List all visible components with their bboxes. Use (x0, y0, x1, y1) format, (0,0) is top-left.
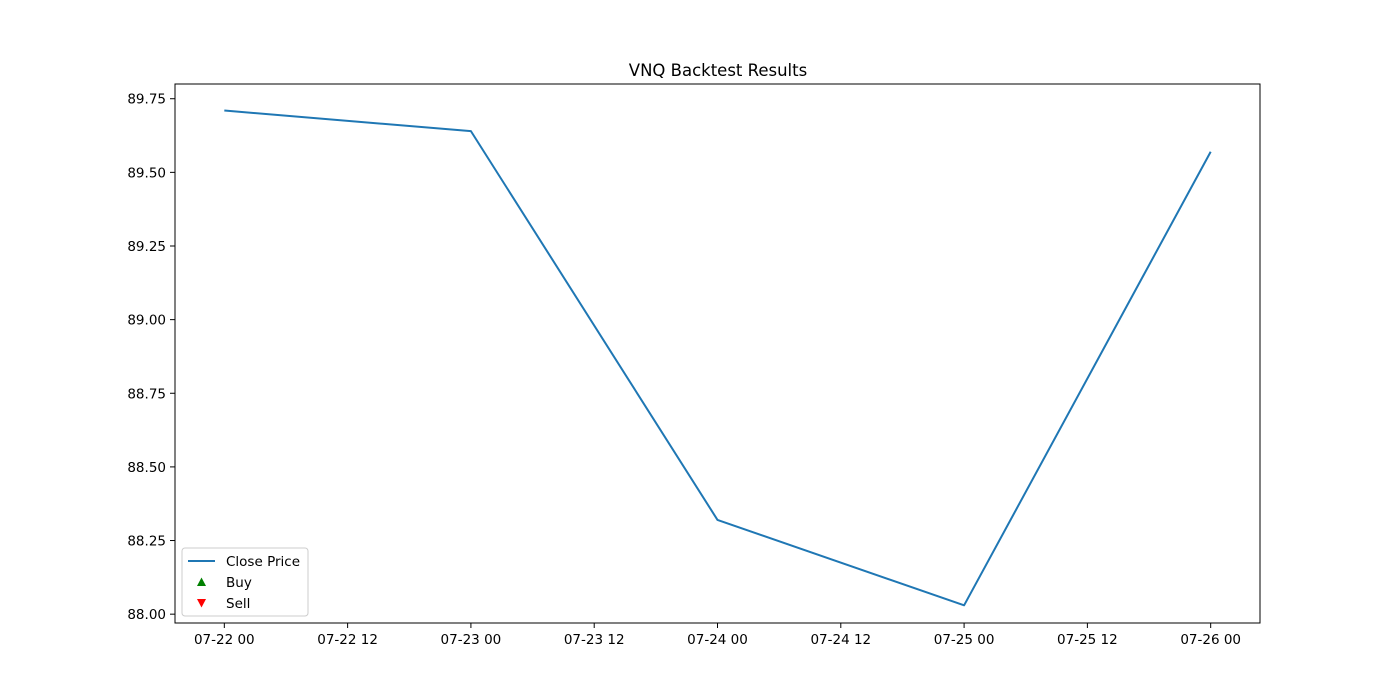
x-tick-label: 07-26 00 (1180, 632, 1241, 648)
x-tick-label: 07-25 00 (934, 632, 995, 648)
legend-label-buy: Buy (226, 575, 252, 591)
x-tick-label: 07-22 00 (194, 632, 255, 648)
series-layer (224, 109, 1212, 607)
y-tick-label: 89.50 (127, 165, 166, 181)
y-tick-label: 89.00 (127, 313, 166, 329)
x-tick-label: 07-24 00 (687, 632, 748, 648)
legend: Close Price Buy Sell (181, 547, 309, 617)
ticks-layer: 07-22 00 07-22 12 07-23 00 07-23 12 07-24 00… (127, 92, 1241, 648)
legend-swatch-sell (197, 599, 206, 608)
legend-box (181, 547, 309, 617)
x-tick-label: 07-25 12 (1057, 632, 1118, 648)
y-tick-label: 88.50 (127, 460, 166, 476)
x-tick-label: 07-23 12 (564, 632, 625, 648)
y-tick-label: 89.25 (127, 239, 166, 255)
x-tick-label: 07-22 12 (317, 632, 378, 648)
y-tick-label: 88.25 (127, 534, 166, 550)
legend-swatch-buy (197, 577, 206, 586)
chart-title: VNQ Backtest Results (629, 61, 807, 80)
y-tick-label: 89.75 (127, 92, 166, 108)
plot-frame (174, 83, 1261, 624)
y-tick-label: 88.75 (127, 386, 166, 402)
legend-label-sell: Sell (226, 596, 250, 612)
x-tick-label: 07-24 12 (810, 632, 871, 648)
series-line-close-price (224, 109, 1212, 607)
legend-label-close-price: Close Price (226, 554, 300, 570)
x-tick-label: 07-23 00 (441, 632, 502, 648)
y-tick-label: 88.00 (127, 607, 166, 623)
